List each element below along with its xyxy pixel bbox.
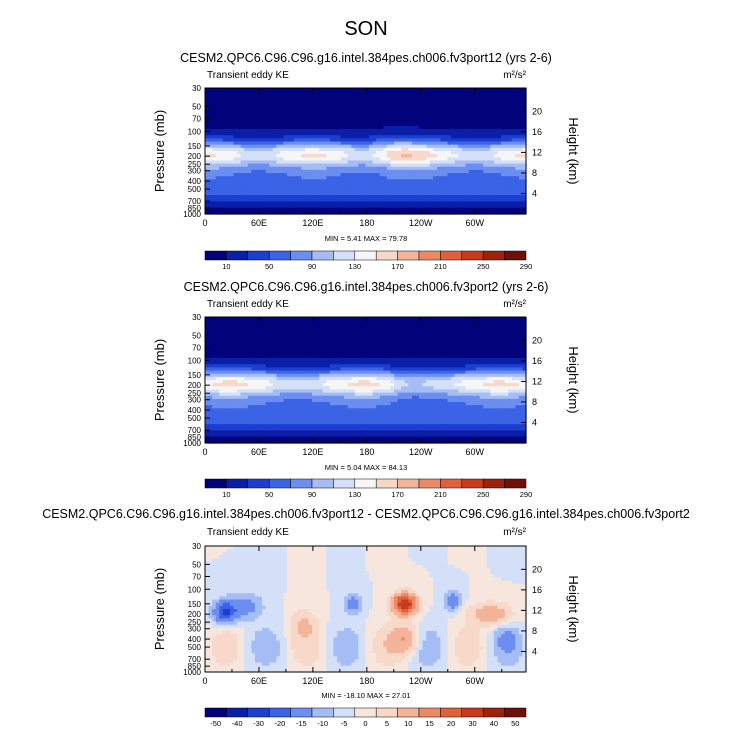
y-tick-label: 50	[192, 102, 201, 111]
panel-1-units: m²/s²	[503, 70, 526, 81]
colorbar-label: 210	[434, 262, 447, 271]
y-tick-label: 70	[192, 114, 201, 123]
y-tick-label: 30	[192, 84, 201, 93]
colorbar-label: 290	[520, 262, 533, 271]
x-tick-label: 120E	[302, 218, 323, 228]
colorbar-label: 10	[222, 262, 230, 271]
x-tick-label: 60W	[465, 218, 484, 228]
heatmap-cells	[205, 317, 527, 444]
y-tick-label: 150	[188, 142, 202, 151]
y-tick-label: 500	[188, 185, 202, 194]
y-right-tick-label: 12	[532, 147, 542, 157]
panel-2-subtitle: Transient eddy KE	[207, 299, 289, 310]
colorbar-label: 170	[391, 262, 404, 271]
colorbar-swatch	[248, 251, 269, 260]
y-right-tick-label: 16	[532, 127, 542, 137]
colorbar-label: 90	[308, 262, 316, 271]
y-right-tick-label: 4	[532, 188, 537, 198]
colorbar-label: 130	[349, 262, 362, 271]
panel-1-ylabel-right: Height (km)	[566, 117, 581, 184]
x-tick-label: 120W	[409, 218, 433, 228]
colorbar-label: 50	[265, 262, 273, 271]
x-tick-label: 60E	[251, 218, 267, 228]
panel-2: CESM2.QPC6.C96.C96.g16.intel.384pes.ch00…	[152, 280, 581, 499]
y-right-tick-label: 20	[532, 106, 542, 116]
panel-1-title: CESM2.QPC6.C96.C96.g16.intel.384pes.ch00…	[180, 51, 552, 65]
panel-2-units: m²/s²	[503, 299, 526, 310]
panel-1: CESM2.QPC6.C96.C96.g16.intel.384pes.ch00…	[152, 51, 581, 271]
x-tick-label: 180	[359, 218, 374, 228]
panel-1-stats: MIN = 5.41 MAX = 79.78	[325, 234, 408, 243]
panel-1-ylabel: Pressure (mb)	[152, 110, 167, 192]
figure-title: SON	[344, 18, 387, 40]
colorbar-swatch	[483, 251, 504, 260]
colorbar-label: 250	[477, 262, 490, 271]
colorbar-swatch	[291, 251, 312, 260]
panel-1-colorbar: 10 50 90 130 170 210 250 290	[205, 251, 532, 271]
y-right-tick-label: 8	[532, 168, 537, 178]
y-tick-label: 1000	[183, 210, 201, 219]
colorbar-swatch	[398, 251, 419, 260]
y-tick-label: 300	[188, 167, 202, 176]
heatmap-cells	[205, 88, 527, 215]
colorbar-swatch	[440, 251, 461, 260]
colorbar-swatch	[312, 251, 333, 260]
panel-2-title: CESM2.QPC6.C96.C96.g16.intel.384pes.ch00…	[184, 280, 549, 294]
y-tick-label: 100	[188, 127, 202, 136]
colorbar-swatch	[269, 251, 290, 260]
x-tick-label: 0	[202, 218, 207, 228]
panel-1-subtitle: Transient eddy KE	[207, 70, 289, 81]
colorbar-swatch	[419, 251, 440, 260]
colorbar-swatch	[462, 251, 483, 260]
colorbar-swatch	[355, 251, 376, 260]
colorbar-swatch	[205, 251, 226, 260]
colorbar-swatch	[226, 251, 247, 260]
colorbar-swatch	[505, 251, 526, 260]
colorbar-swatch	[376, 251, 397, 260]
colorbar-swatch	[333, 251, 354, 260]
